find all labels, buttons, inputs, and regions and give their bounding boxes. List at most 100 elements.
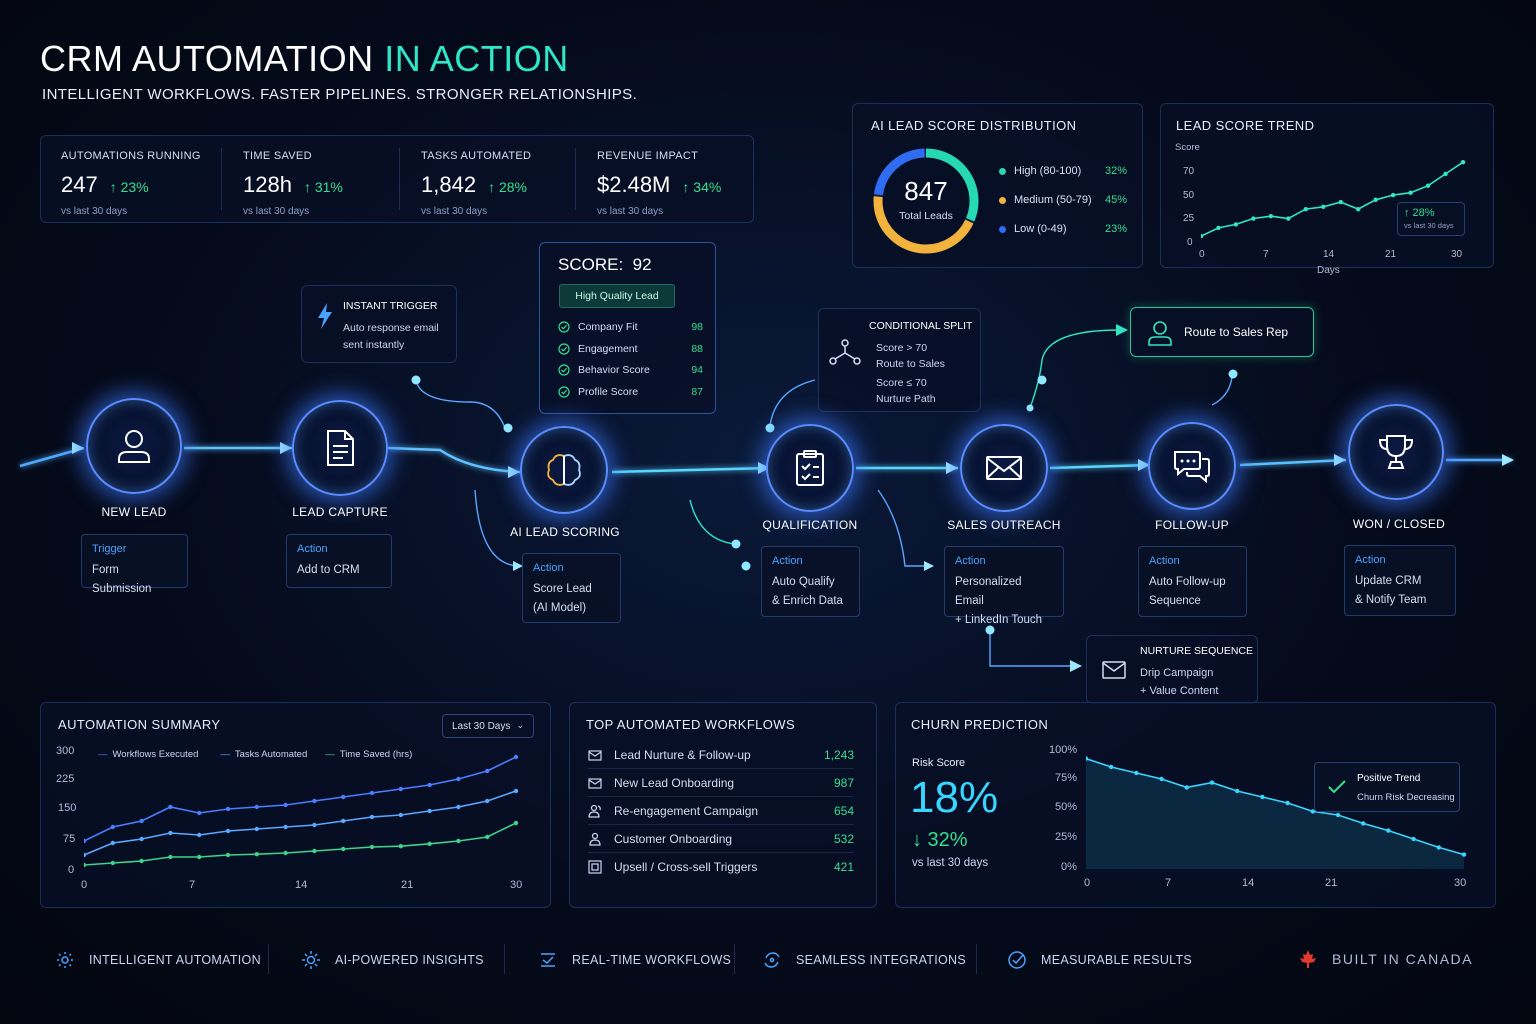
data-point bbox=[139, 858, 144, 864]
stage-lead-capture-node[interactable] bbox=[292, 400, 388, 496]
grid-icon bbox=[588, 860, 602, 874]
score-card: SCORE: 92 High Quality Lead Company Fit 9… bbox=[539, 242, 716, 414]
churn-ytick: 50% bbox=[1055, 801, 1078, 813]
positive-trend-badge: Positive Trend Churn Risk Decreasing bbox=[1314, 762, 1460, 812]
score-item: Company Fit 98 bbox=[558, 321, 703, 333]
top-workflows-panel: TOP AUTOMATED WORKFLOWS Lead Nurture & F… bbox=[569, 702, 877, 908]
score-distribution-panel: AI LEAD SCORE DISTRIBUTION 847 Total Lea… bbox=[852, 103, 1143, 268]
donut-slice bbox=[873, 148, 979, 254]
summary-xtick: 30 bbox=[510, 879, 523, 891]
total-leads-value: 847 bbox=[904, 176, 948, 206]
route-sales-rep-card[interactable]: Route to Sales Rep bbox=[1130, 307, 1314, 357]
series-area bbox=[1086, 758, 1464, 869]
check-circle-icon bbox=[558, 364, 570, 376]
stage-ai-scoring-node[interactable] bbox=[520, 426, 608, 514]
risk-label: Risk Score bbox=[912, 757, 966, 769]
lead-trend-xtick: 7 bbox=[1263, 249, 1269, 260]
instant-trigger-desc: Auto response email sent instantly bbox=[343, 322, 439, 351]
data-point bbox=[398, 844, 403, 849]
chat-bubbles-icon bbox=[1174, 451, 1210, 484]
stage-follow-up-node[interactable] bbox=[1148, 422, 1236, 510]
stage-qualification-node[interactable] bbox=[766, 424, 854, 512]
stage-won-closed-node[interactable] bbox=[1348, 404, 1444, 500]
data-point bbox=[456, 838, 461, 844]
data-point bbox=[1338, 199, 1343, 205]
data-point bbox=[1251, 216, 1256, 221]
data-point bbox=[225, 852, 231, 858]
data-point bbox=[312, 798, 317, 804]
lead-trend-xlabel: Days bbox=[1317, 265, 1340, 276]
summary-xtick: 0 bbox=[81, 879, 88, 891]
data-point bbox=[110, 840, 115, 846]
data-point bbox=[1303, 206, 1308, 212]
data-point bbox=[168, 804, 173, 810]
stage-sales-outreach-node[interactable] bbox=[960, 424, 1048, 512]
churn-title: CHURN PREDICTION bbox=[911, 717, 1049, 732]
legend-low: Low (0-49) bbox=[999, 223, 1067, 235]
data-point bbox=[1268, 213, 1274, 219]
data-point bbox=[369, 790, 375, 796]
churn-ytick: 0% bbox=[1061, 861, 1077, 873]
lightning-icon bbox=[318, 303, 332, 329]
data-point bbox=[341, 818, 346, 824]
churn-xtick: 7 bbox=[1165, 877, 1172, 889]
workflow-row[interactable]: Lead Nurture & Follow-up 1,243 bbox=[588, 741, 854, 769]
data-point bbox=[312, 822, 317, 828]
data-point bbox=[1109, 764, 1114, 770]
data-point bbox=[312, 848, 317, 854]
data-point bbox=[84, 838, 87, 844]
data-point bbox=[1184, 785, 1189, 790]
range-select[interactable]: Last 30 Days ⌄ bbox=[442, 714, 534, 738]
data-point bbox=[369, 814, 375, 820]
stage-won-closed-tag: Action Update CRM & Notify Team bbox=[1344, 545, 1456, 616]
data-point bbox=[1209, 780, 1215, 785]
mail-icon bbox=[588, 777, 602, 789]
data-point bbox=[1286, 216, 1291, 221]
data-point bbox=[197, 810, 202, 816]
legend-high: High (80-100) bbox=[999, 165, 1081, 177]
stage-new-lead-node[interactable] bbox=[86, 398, 182, 494]
summary-ytick: 0 bbox=[68, 864, 75, 876]
stage-ai-scoring-label: AI LEAD SCORING bbox=[510, 525, 620, 539]
stage-won-closed-label: WON / CLOSED bbox=[1352, 517, 1446, 531]
workflow-row[interactable]: Customer Onboarding 532 bbox=[588, 825, 854, 853]
data-point bbox=[1216, 225, 1221, 231]
data-point bbox=[369, 844, 375, 850]
summary-ytick: 300 bbox=[56, 745, 75, 757]
lead-trend-xtick: 14 bbox=[1323, 249, 1335, 260]
legend-low-pct: 23% bbox=[1105, 223, 1128, 235]
mail-icon bbox=[588, 749, 602, 761]
trophy-icon bbox=[1378, 435, 1414, 469]
data-point bbox=[84, 852, 87, 858]
kpi-revenue-impact: REVENUE IMPACT $2.48M ↑ 34% vs last 30 da… bbox=[597, 150, 722, 217]
footer-results: MEASURABLE RESULTS bbox=[1007, 950, 1192, 970]
legend-medium: Medium (50-79) bbox=[999, 194, 1092, 206]
data-point bbox=[283, 802, 288, 808]
summary-ytick: 75 bbox=[63, 833, 76, 845]
data-point bbox=[139, 836, 144, 842]
summary-ytick: 150 bbox=[58, 802, 77, 814]
nurture-sequence-card: NURTURE SEQUENCE Drip Campaign + Value Co… bbox=[1086, 635, 1258, 704]
stage-follow-up-tag: Action Auto Follow-up Sequence bbox=[1138, 546, 1247, 617]
maple-leaf-icon bbox=[1300, 950, 1316, 968]
churn-xtick: 0 bbox=[1084, 877, 1091, 889]
score-item: Behavior Score 94 bbox=[558, 364, 703, 376]
data-point bbox=[1356, 206, 1361, 212]
data-point bbox=[254, 852, 259, 857]
automation-summary-chart bbox=[84, 754, 519, 868]
data-point bbox=[1425, 183, 1431, 188]
instant-trigger-title: INSTANT TRIGGER bbox=[343, 300, 438, 312]
workflow-row[interactable]: Re-engagement Campaign 654 bbox=[588, 797, 854, 825]
risk-value: 18% bbox=[910, 773, 999, 822]
score-distribution-title: AI LEAD SCORE DISTRIBUTION bbox=[871, 118, 1077, 133]
data-point bbox=[1086, 756, 1089, 761]
data-point bbox=[341, 794, 346, 800]
data-point bbox=[1310, 809, 1315, 814]
data-point bbox=[398, 812, 403, 818]
score-donut bbox=[873, 148, 979, 254]
workflow-row[interactable]: New Lead Onboarding 987 bbox=[588, 769, 854, 797]
data-point bbox=[427, 782, 432, 788]
churn-ytick: 75% bbox=[1055, 772, 1078, 784]
churn-xtick: 14 bbox=[1242, 877, 1255, 889]
workflow-row[interactable]: Upsell / Cross-sell Triggers 421 bbox=[588, 853, 854, 881]
